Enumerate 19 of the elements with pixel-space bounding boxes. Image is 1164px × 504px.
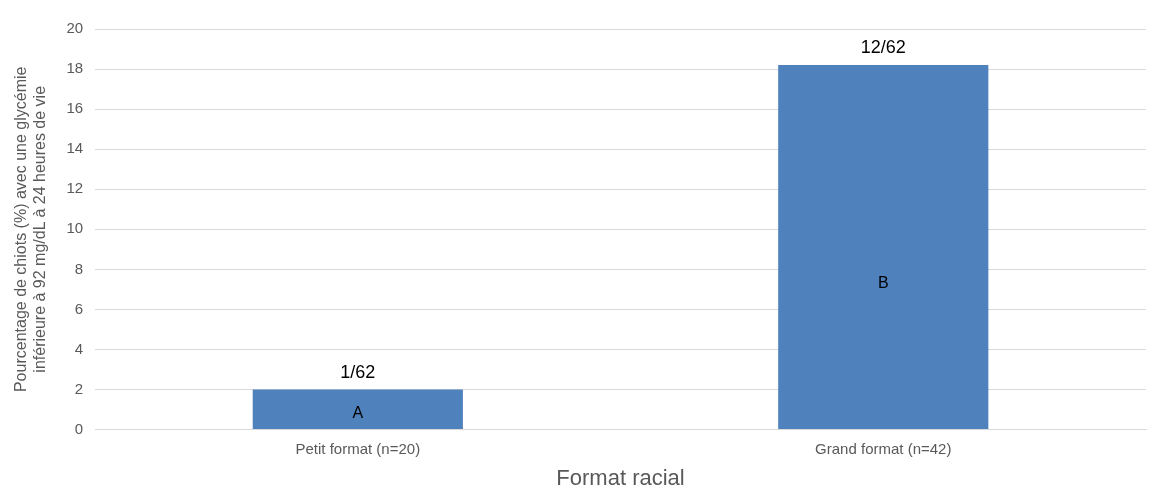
data-label: 1/62 [340, 361, 376, 382]
x-tick-label: Petit format (n=20) [295, 439, 421, 457]
y-tick-label: 2 [74, 379, 84, 397]
x-tick-label: Grand format (n=42) [815, 439, 952, 457]
y-tick-label: 18 [66, 59, 84, 77]
y-tick-label: 8 [74, 259, 84, 277]
y-axis-title: Pourcentage de chiots (%) avec une glycémie inférieure à 92 mg/dL à 24 heures de vie [12, 66, 49, 393]
y-tick-label: 6 [74, 299, 84, 317]
data-label: 12/62 [860, 37, 906, 58]
y-tick-label: 12 [66, 179, 84, 197]
y-tick-label: 10 [66, 219, 84, 237]
y-tick-label: 0 [74, 419, 84, 437]
annotation: A [352, 403, 364, 421]
y-tick-label: 16 [66, 99, 84, 117]
annotation: B [877, 273, 889, 291]
y-tick-label: 4 [74, 339, 84, 357]
y-tick-label: 20 [66, 19, 84, 37]
y-tick-label: 14 [66, 139, 84, 157]
x-axis-title: Format racial [556, 464, 685, 490]
